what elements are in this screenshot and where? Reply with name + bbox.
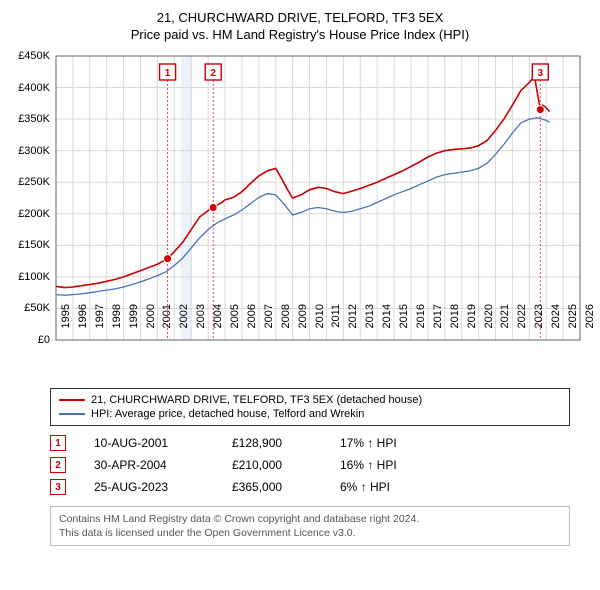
x-axis-tick-label: 2008 — [280, 304, 292, 344]
x-axis-tick-label: 2011 — [330, 304, 342, 344]
x-axis-tick-label: 2006 — [246, 304, 258, 344]
x-axis-tick-label: 2009 — [297, 304, 309, 344]
y-axis-tick-label: £200K — [10, 208, 50, 220]
x-axis-tick-label: 2018 — [449, 304, 461, 344]
attribution-line2: This data is licensed under the Open Gov… — [59, 526, 561, 540]
sale-point-marker: 2 — [50, 457, 66, 473]
sale-vs-hpi: 16% ↑ HPI — [340, 458, 440, 472]
x-axis-tick-label: 2013 — [364, 304, 376, 344]
x-axis-tick-label: 2000 — [145, 304, 157, 344]
sale-date: 25-AUG-2023 — [94, 480, 204, 494]
sale-date: 10-AUG-2001 — [94, 436, 204, 450]
x-axis-tick-label: 2001 — [161, 304, 173, 344]
y-axis-tick-label: £50K — [10, 302, 50, 314]
x-axis-tick-label: 2014 — [381, 304, 393, 344]
sale-price: £210,000 — [232, 458, 312, 472]
x-axis-tick-label: 2004 — [212, 304, 224, 344]
x-axis-tick-label: 2022 — [516, 304, 528, 344]
x-axis-tick-label: 2010 — [314, 304, 326, 344]
sale-date: 30-APR-2004 — [94, 458, 204, 472]
sale-points-table: 1 10-AUG-2001 £128,900 17% ↑ HPI 2 30-APR-200… — [50, 432, 580, 498]
legend-label: HPI: Average price, detached house, Telf… — [91, 408, 364, 420]
legend-item: 21, CHURCHWARD DRIVE, TELFORD, TF3 5EX (… — [59, 393, 561, 407]
x-axis-tick-label: 1997 — [94, 304, 106, 344]
legend-item: HPI: Average price, detached house, Telf… — [59, 407, 561, 421]
chart-plot-area: 1 2 3 £0 £50K £100K £150K £200K £250K £300K £350K… — [10, 50, 590, 380]
y-axis-tick-label: £450K — [10, 50, 50, 62]
sale-vs-hpi: 6% ↑ HPI — [340, 480, 440, 494]
chart-title: 21, CHURCHWARD DRIVE, TELFORD, TF3 5EX — [10, 10, 590, 25]
x-axis-tick-label: 2019 — [466, 304, 478, 344]
sale-price: £128,900 — [232, 436, 312, 450]
x-axis-tick-label: 2012 — [347, 304, 359, 344]
svg-text:2: 2 — [210, 68, 216, 79]
legend-box: 21, CHURCHWARD DRIVE, TELFORD, TF3 5EX (… — [50, 388, 570, 426]
y-axis-tick-label: £0 — [10, 334, 50, 346]
x-axis-tick-label: 2002 — [178, 304, 190, 344]
chart-container: { "title": "21, CHURCHWARD DRIVE, TELFOR… — [0, 0, 600, 556]
x-axis-tick-label: 1999 — [128, 304, 140, 344]
legend-swatch — [59, 399, 85, 401]
y-axis-tick-label: £250K — [10, 176, 50, 188]
svg-text:1: 1 — [165, 68, 171, 79]
svg-text:3: 3 — [537, 68, 543, 79]
attribution-box: Contains HM Land Registry data © Crown c… — [50, 506, 570, 546]
x-axis-tick-label: 1995 — [60, 304, 72, 344]
legend-swatch — [59, 413, 85, 415]
sale-point-marker: 3 — [50, 479, 66, 495]
x-axis-tick-label: 2025 — [567, 304, 579, 344]
x-axis-tick-label: 1998 — [111, 304, 123, 344]
y-axis-tick-label: £100K — [10, 271, 50, 283]
x-axis-tick-label: 2005 — [229, 304, 241, 344]
y-axis-tick-label: £150K — [10, 239, 50, 251]
sale-point-row: 1 10-AUG-2001 £128,900 17% ↑ HPI — [50, 432, 580, 454]
y-axis-tick-label: £350K — [10, 113, 50, 125]
sale-point-marker: 1 — [50, 435, 66, 451]
legend-label: 21, CHURCHWARD DRIVE, TELFORD, TF3 5EX (… — [91, 394, 422, 406]
sale-price: £365,000 — [232, 480, 312, 494]
x-axis-tick-label: 2003 — [195, 304, 207, 344]
x-axis-tick-label: 2016 — [415, 304, 427, 344]
x-axis-tick-label: 2015 — [398, 304, 410, 344]
x-axis-tick-label: 2023 — [533, 304, 545, 344]
sale-point-row: 2 30-APR-2004 £210,000 16% ↑ HPI — [50, 454, 580, 476]
chart-subtitle: Price paid vs. HM Land Registry's House … — [10, 27, 590, 42]
x-axis-tick-label: 2026 — [584, 304, 596, 344]
x-axis-tick-label: 2020 — [483, 304, 495, 344]
x-axis-tick-label: 2021 — [499, 304, 511, 344]
y-axis-tick-label: £400K — [10, 82, 50, 94]
y-axis-tick-label: £300K — [10, 145, 50, 157]
sale-vs-hpi: 17% ↑ HPI — [340, 436, 440, 450]
attribution-line1: Contains HM Land Registry data © Crown c… — [59, 512, 561, 526]
x-axis-tick-label: 2017 — [432, 304, 444, 344]
x-axis-tick-label: 1996 — [77, 304, 89, 344]
x-axis-tick-label: 2007 — [263, 304, 275, 344]
sale-point-row: 3 25-AUG-2023 £365,000 6% ↑ HPI — [50, 476, 580, 498]
x-axis-tick-label: 2024 — [550, 304, 562, 344]
